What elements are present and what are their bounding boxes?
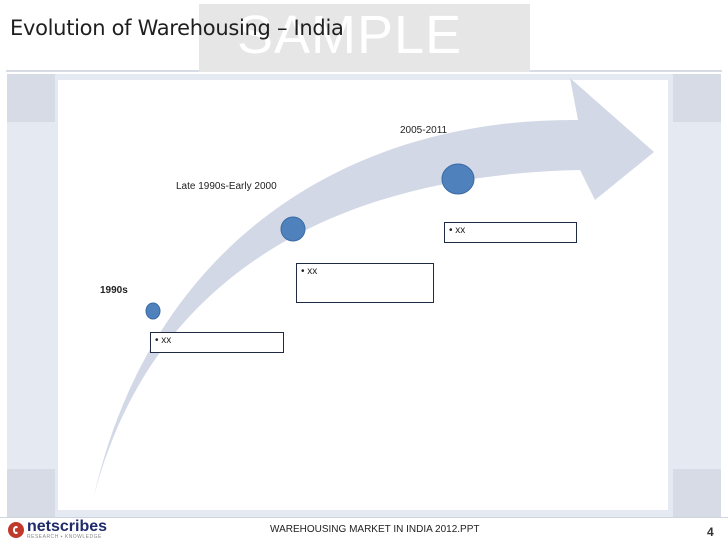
stage-label-2005-2011: 2005-2011 bbox=[400, 125, 448, 136]
bullet-box-late-1990s: • xx bbox=[296, 263, 434, 303]
timeline-dot-1990s bbox=[145, 302, 161, 320]
timeline-dot-late-1990s bbox=[280, 216, 306, 242]
stage-label-late-1990s: Late 1990s-Early 2000 bbox=[176, 181, 277, 192]
watermark-text: SAMPLE bbox=[237, 5, 463, 65]
frame-corner-bottom-right bbox=[673, 469, 721, 517]
frame-corner-top-left bbox=[7, 74, 55, 122]
bullet-text: • xx bbox=[301, 266, 318, 277]
stage-label-1990s: 1990s bbox=[100, 285, 128, 296]
timeline-arrow bbox=[94, 78, 654, 496]
bullet-text: • xx bbox=[449, 225, 466, 236]
logo-tagline: RESEARCH ▪ KNOWLEDGE bbox=[27, 534, 102, 540]
frame-corner-bottom-left bbox=[7, 469, 55, 517]
netscribes-logo: netscribes RESEARCH ▪ KNOWLEDGE bbox=[8, 518, 107, 542]
page-number: 4 bbox=[707, 525, 714, 539]
slide-title: Evolution of Warehousing – India bbox=[10, 16, 344, 40]
bullet-box-1990s: • xx bbox=[150, 332, 284, 353]
timeline-dot-2005-2011 bbox=[441, 163, 475, 195]
bullet-box-2005-2011: • xx bbox=[444, 222, 577, 243]
logo-icon bbox=[8, 522, 24, 538]
frame-corner-top-right bbox=[673, 74, 721, 122]
sample-watermark: SAMPLE bbox=[199, 4, 530, 72]
footer-filename: WAREHOUSING MARKET IN INDIA 2012.PPT bbox=[270, 524, 480, 535]
bullet-text: • xx bbox=[155, 335, 172, 346]
footer-divider bbox=[0, 517, 728, 518]
logo-wordmark: netscribes bbox=[27, 518, 108, 535]
